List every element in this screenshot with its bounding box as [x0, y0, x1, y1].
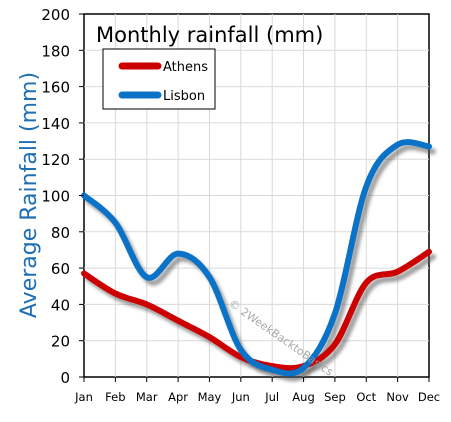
x-tick-labels: Jan Feb Mar Apr May Jun Jul Aug Sep Oct Nov Dec: [74, 377, 440, 404]
x-tick-label: Feb: [105, 390, 125, 404]
x-tick-label: Mar: [136, 390, 158, 404]
y-tick-label: 100: [41, 188, 70, 206]
x-tick-label: Dec: [418, 390, 440, 404]
y-axis-label: Average Rainfall (mm): [17, 72, 42, 318]
legend-box: [102, 48, 216, 110]
legend-label-athens: Athens: [163, 60, 208, 75]
x-tick-label: Jan: [74, 390, 93, 404]
y-tick-label: 20: [51, 333, 70, 351]
series-lines: [81, 139, 432, 377]
y-tick-label: 0: [60, 369, 70, 387]
y-tick-label: 200: [41, 6, 70, 24]
legend-label-lisbon: Lisbon: [163, 89, 205, 104]
chart-title: Monthly rainfall (mm): [96, 23, 323, 47]
x-tick-label: Oct: [356, 390, 376, 404]
x-tick-label: Nov: [386, 390, 409, 404]
y-tick-label: 120: [41, 151, 70, 169]
series-line-lisbon: [81, 139, 432, 377]
x-tick-label: Sep: [324, 390, 346, 404]
x-tick-label: Aug: [292, 390, 314, 404]
y-tick-label: 160: [41, 79, 70, 97]
y-tick-label: 180: [41, 42, 70, 60]
x-tick-label: May: [198, 390, 222, 404]
legend: Athens Lisbon: [102, 48, 216, 110]
y-tick-label: 80: [51, 224, 70, 242]
y-tick-labels: 0 20 40 60 80 100 120 140 160 180 200: [41, 6, 84, 387]
x-tick-label: Jul: [264, 390, 279, 404]
x-tick-label: Jun: [231, 390, 250, 404]
y-tick-label: 140: [41, 115, 70, 133]
y-tick-label: 60: [51, 260, 70, 278]
y-tick-label: 40: [51, 296, 70, 314]
x-tick-label: Apr: [168, 390, 188, 404]
